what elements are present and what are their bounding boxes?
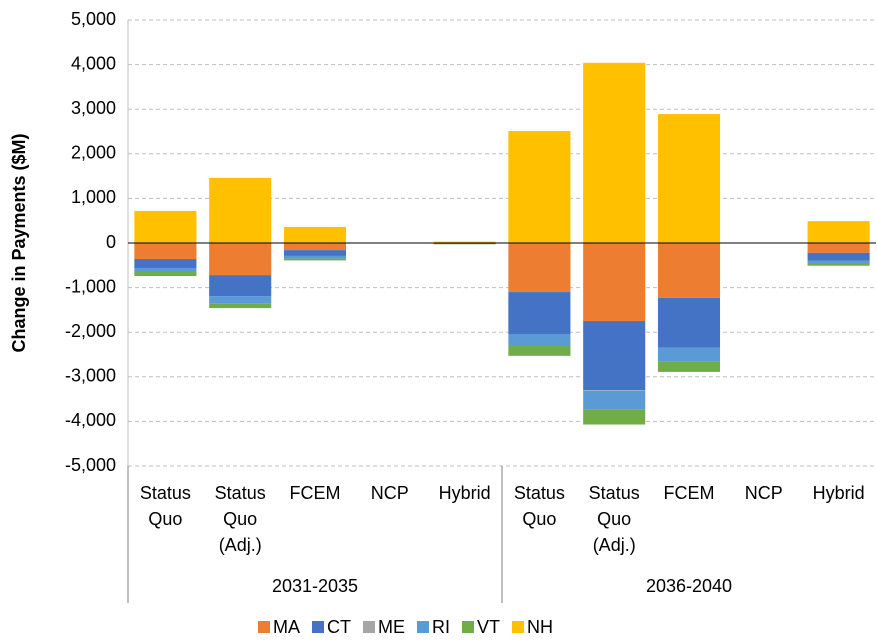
y-tick-label: 2,000 — [71, 143, 116, 163]
x-tick-label: Quo — [522, 509, 556, 529]
bar-segment — [508, 243, 570, 292]
y-tick-label: -1,000 — [65, 276, 116, 296]
x-tick-label: (Adj.) — [219, 535, 262, 555]
bar-segment — [808, 261, 870, 264]
bar-segment — [808, 264, 870, 266]
bar-segment — [508, 292, 570, 334]
bar-segment — [658, 348, 720, 362]
bar-segment — [658, 243, 720, 298]
y-tick-label: 0 — [106, 232, 116, 252]
y-tick-label: 4,000 — [71, 53, 116, 73]
bar-segment — [583, 321, 645, 390]
x-tick-label: NCP — [745, 483, 783, 503]
y-tick-label: -4,000 — [65, 410, 116, 430]
legend-swatch — [462, 621, 474, 633]
x-tick-label: FCEM — [664, 483, 715, 503]
bar-segment — [209, 243, 271, 275]
bar-segment — [658, 298, 720, 348]
bar-segment — [658, 114, 720, 243]
bar-segment — [583, 409, 645, 424]
bar-segment — [284, 259, 346, 261]
x-tick-label: Status — [514, 483, 565, 503]
y-tick-label: 3,000 — [71, 98, 116, 118]
legend-label: MA — [273, 617, 300, 637]
bar-segment — [583, 391, 645, 410]
x-tick-label: FCEM — [290, 483, 341, 503]
bar-segment — [134, 211, 196, 243]
x-tick-label: Hybrid — [813, 483, 865, 503]
bar-segment — [658, 362, 720, 372]
bar-segment — [508, 346, 570, 356]
bar-segment — [134, 272, 196, 276]
bar-segment — [508, 131, 570, 243]
bar-segment — [284, 250, 346, 256]
legend-swatch — [258, 621, 270, 633]
legend-label: NH — [527, 617, 553, 637]
legend-swatch — [312, 621, 324, 633]
bar-segment — [134, 243, 196, 259]
bar-segment — [583, 243, 645, 321]
group-label: 2031-2035 — [272, 576, 358, 596]
legend-label: ME — [378, 617, 405, 637]
y-tick-label: -5,000 — [65, 455, 116, 475]
x-tick-label: Status — [215, 483, 266, 503]
x-tick-label: Quo — [223, 509, 257, 529]
bar-segment — [134, 268, 196, 272]
y-tick-label: 5,000 — [71, 9, 116, 29]
legend-swatch — [417, 621, 429, 633]
legend-swatch — [363, 621, 375, 633]
x-tick-label: Status — [589, 483, 640, 503]
x-tick-label: Hybrid — [439, 483, 491, 503]
bar-segment — [284, 243, 346, 250]
bar-segment — [209, 303, 271, 308]
legend-label: VT — [477, 617, 500, 637]
bar-segment — [134, 259, 196, 268]
x-tick-label: Status — [140, 483, 191, 503]
bar-segment — [583, 63, 645, 243]
bar-segment — [209, 178, 271, 243]
legend-label: RI — [432, 617, 450, 637]
bar-segment — [209, 275, 271, 296]
legend-swatch — [512, 621, 524, 633]
y-tick-label: -3,000 — [65, 366, 116, 386]
group-label: 2036-2040 — [646, 576, 732, 596]
bar-segment — [284, 256, 346, 259]
x-tick-label: NCP — [371, 483, 409, 503]
x-tick-label: (Adj.) — [593, 535, 636, 555]
bar-segment — [808, 243, 870, 253]
x-tick-label: Quo — [597, 509, 631, 529]
y-axis-label: Change in Payments ($M) — [9, 133, 29, 352]
bar-segment — [209, 296, 271, 303]
bar-segment — [808, 253, 870, 261]
x-tick-label: Quo — [148, 509, 182, 529]
bar-segment — [284, 227, 346, 243]
y-tick-label: 1,000 — [71, 187, 116, 207]
legend-label: CT — [327, 617, 351, 637]
bar-segment — [508, 334, 570, 346]
bar-segment — [808, 221, 870, 243]
y-tick-label: -2,000 — [65, 321, 116, 341]
